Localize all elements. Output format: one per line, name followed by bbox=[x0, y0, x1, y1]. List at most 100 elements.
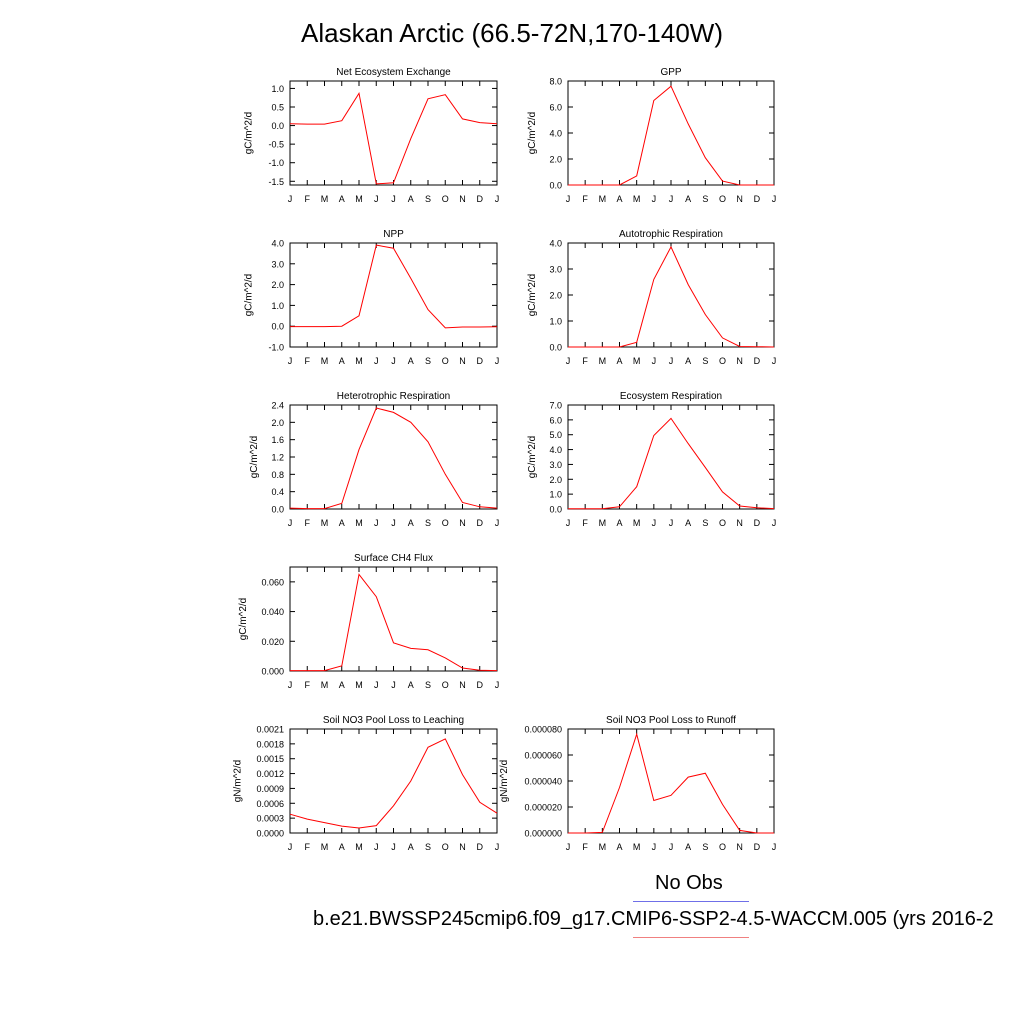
x-tick-label: A bbox=[408, 518, 414, 528]
y-tick-label: 3.0 bbox=[549, 460, 562, 470]
x-tick-label: A bbox=[616, 518, 622, 528]
y-tick-label: 0.000000 bbox=[524, 829, 562, 839]
y-tick-label: 0.0021 bbox=[256, 725, 284, 735]
x-tick-label: J bbox=[566, 356, 571, 366]
x-tick-label: J bbox=[374, 356, 379, 366]
x-tick-label: A bbox=[339, 842, 345, 852]
x-tick-label: F bbox=[305, 356, 311, 366]
y-tick-label: 4.0 bbox=[271, 239, 284, 249]
x-tick-label: J bbox=[652, 842, 657, 852]
x-tick-label: J bbox=[391, 194, 396, 204]
y-tick-label: 6.0 bbox=[549, 415, 562, 425]
x-tick-label: M bbox=[633, 518, 641, 528]
x-tick-label: A bbox=[685, 518, 691, 528]
x-tick-label: J bbox=[391, 842, 396, 852]
x-tick-label: M bbox=[321, 356, 329, 366]
y-tick-label: 0.0006 bbox=[256, 799, 284, 809]
x-tick-label: F bbox=[305, 194, 311, 204]
legend-no-obs-label: No Obs bbox=[655, 872, 723, 894]
x-tick-label: F bbox=[305, 518, 311, 528]
y-tick-label: 7.0 bbox=[549, 401, 562, 411]
x-tick-label: D bbox=[477, 518, 484, 528]
x-tick-label: J bbox=[772, 518, 777, 528]
x-tick-label: O bbox=[442, 356, 449, 366]
panel-title-npp: NPP bbox=[383, 229, 404, 240]
y-tick-label: 0.000060 bbox=[524, 751, 562, 761]
x-tick-label: M bbox=[355, 680, 363, 690]
x-tick-label: O bbox=[442, 842, 449, 852]
y-tick-label: 0.040 bbox=[261, 607, 284, 617]
legend-no-obs-line bbox=[633, 901, 749, 902]
x-tick-label: J bbox=[288, 680, 293, 690]
x-tick-label: A bbox=[339, 680, 345, 690]
y-tick-label: 0.0015 bbox=[256, 754, 284, 764]
x-tick-label: O bbox=[719, 842, 726, 852]
y-axis-label-heterotrophic-respiration: gC/m^2/d bbox=[249, 436, 260, 479]
x-tick-label: D bbox=[754, 194, 761, 204]
y-tick-label: 4.0 bbox=[549, 239, 562, 249]
y-tick-label: -1.0 bbox=[268, 343, 284, 353]
legend-case-line bbox=[633, 937, 749, 938]
y-axis-label-ecosystem-respiration: gC/m^2/d bbox=[527, 436, 538, 479]
x-tick-label: N bbox=[736, 356, 743, 366]
y-tick-label: 4.0 bbox=[549, 129, 562, 139]
plot-frame-ecosystem-respiration bbox=[567, 404, 775, 510]
x-tick-label: S bbox=[702, 518, 708, 528]
y-axis-label-soil-no3-pool-loss-to-leaching: gN/m^2/d bbox=[232, 760, 243, 803]
x-tick-label: J bbox=[669, 842, 674, 852]
x-tick-label: A bbox=[339, 356, 345, 366]
figure-title: Alaskan Arctic (66.5-72N,170-140W) bbox=[301, 18, 723, 48]
y-tick-label: 2.0 bbox=[549, 155, 562, 165]
y-axis-label-npp: gC/m^2/d bbox=[244, 274, 255, 317]
y-tick-label: 1.2 bbox=[271, 453, 284, 463]
x-tick-label: J bbox=[288, 842, 293, 852]
x-tick-label: M bbox=[355, 356, 363, 366]
y-tick-label: 0.0012 bbox=[256, 769, 284, 779]
x-tick-label: F bbox=[305, 680, 311, 690]
y-tick-label: 2.0 bbox=[271, 418, 284, 428]
x-tick-label: J bbox=[374, 842, 379, 852]
x-tick-label: A bbox=[616, 194, 622, 204]
x-tick-label: S bbox=[425, 194, 431, 204]
data-line-soil-no3-pool-loss-to-leaching bbox=[289, 738, 498, 829]
plot-frame-heterotrophic-respiration bbox=[289, 404, 498, 510]
x-tick-label: M bbox=[633, 356, 641, 366]
x-tick-label: J bbox=[669, 518, 674, 528]
x-tick-label: S bbox=[702, 842, 708, 852]
y-tick-label: 4.0 bbox=[549, 445, 562, 455]
y-tick-label: 1.0 bbox=[549, 490, 562, 500]
y-tick-label: 0.0009 bbox=[256, 784, 284, 794]
x-tick-label: D bbox=[754, 518, 761, 528]
data-line-soil-no3-pool-loss-to-runoff bbox=[568, 732, 774, 834]
x-tick-label: M bbox=[321, 680, 329, 690]
y-tick-label: 1.6 bbox=[271, 435, 284, 445]
y-tick-label: 0.0 bbox=[549, 343, 562, 353]
y-tick-label: 0.0 bbox=[549, 505, 562, 515]
panel-title-soil-no3-pool-loss-to-leaching: Soil NO3 Pool Loss to Leaching bbox=[323, 715, 464, 726]
x-tick-label: M bbox=[633, 842, 641, 852]
data-line-gpp bbox=[568, 85, 774, 186]
y-tick-label: -1.5 bbox=[268, 177, 284, 187]
x-tick-label: D bbox=[477, 680, 484, 690]
data-line-heterotrophic-respiration bbox=[289, 407, 498, 510]
x-tick-label: A bbox=[408, 356, 414, 366]
x-tick-label: S bbox=[425, 356, 431, 366]
x-tick-label: N bbox=[459, 842, 466, 852]
x-tick-label: J bbox=[669, 194, 674, 204]
data-line-npp bbox=[290, 244, 498, 329]
y-tick-label: 0.0018 bbox=[256, 739, 284, 749]
panel-title-surface-ch4-flux: Surface CH4 Flux bbox=[354, 553, 433, 564]
y-tick-label: 0.000080 bbox=[524, 725, 562, 735]
x-tick-label: O bbox=[719, 518, 726, 528]
y-tick-label: 0.000020 bbox=[524, 803, 562, 813]
y-tick-label: 1.0 bbox=[549, 317, 562, 327]
x-tick-label: D bbox=[754, 356, 761, 366]
plot-frame-soil-no3-pool-loss-to-runoff bbox=[567, 728, 775, 834]
data-line-surface-ch4-flux bbox=[290, 573, 498, 672]
y-tick-label: 0.0 bbox=[549, 181, 562, 191]
x-tick-label: N bbox=[736, 842, 743, 852]
y-tick-label: 0.0 bbox=[271, 505, 284, 515]
x-tick-label: N bbox=[459, 356, 466, 366]
x-tick-label: M bbox=[599, 842, 607, 852]
y-tick-label: 0.000040 bbox=[524, 777, 562, 787]
